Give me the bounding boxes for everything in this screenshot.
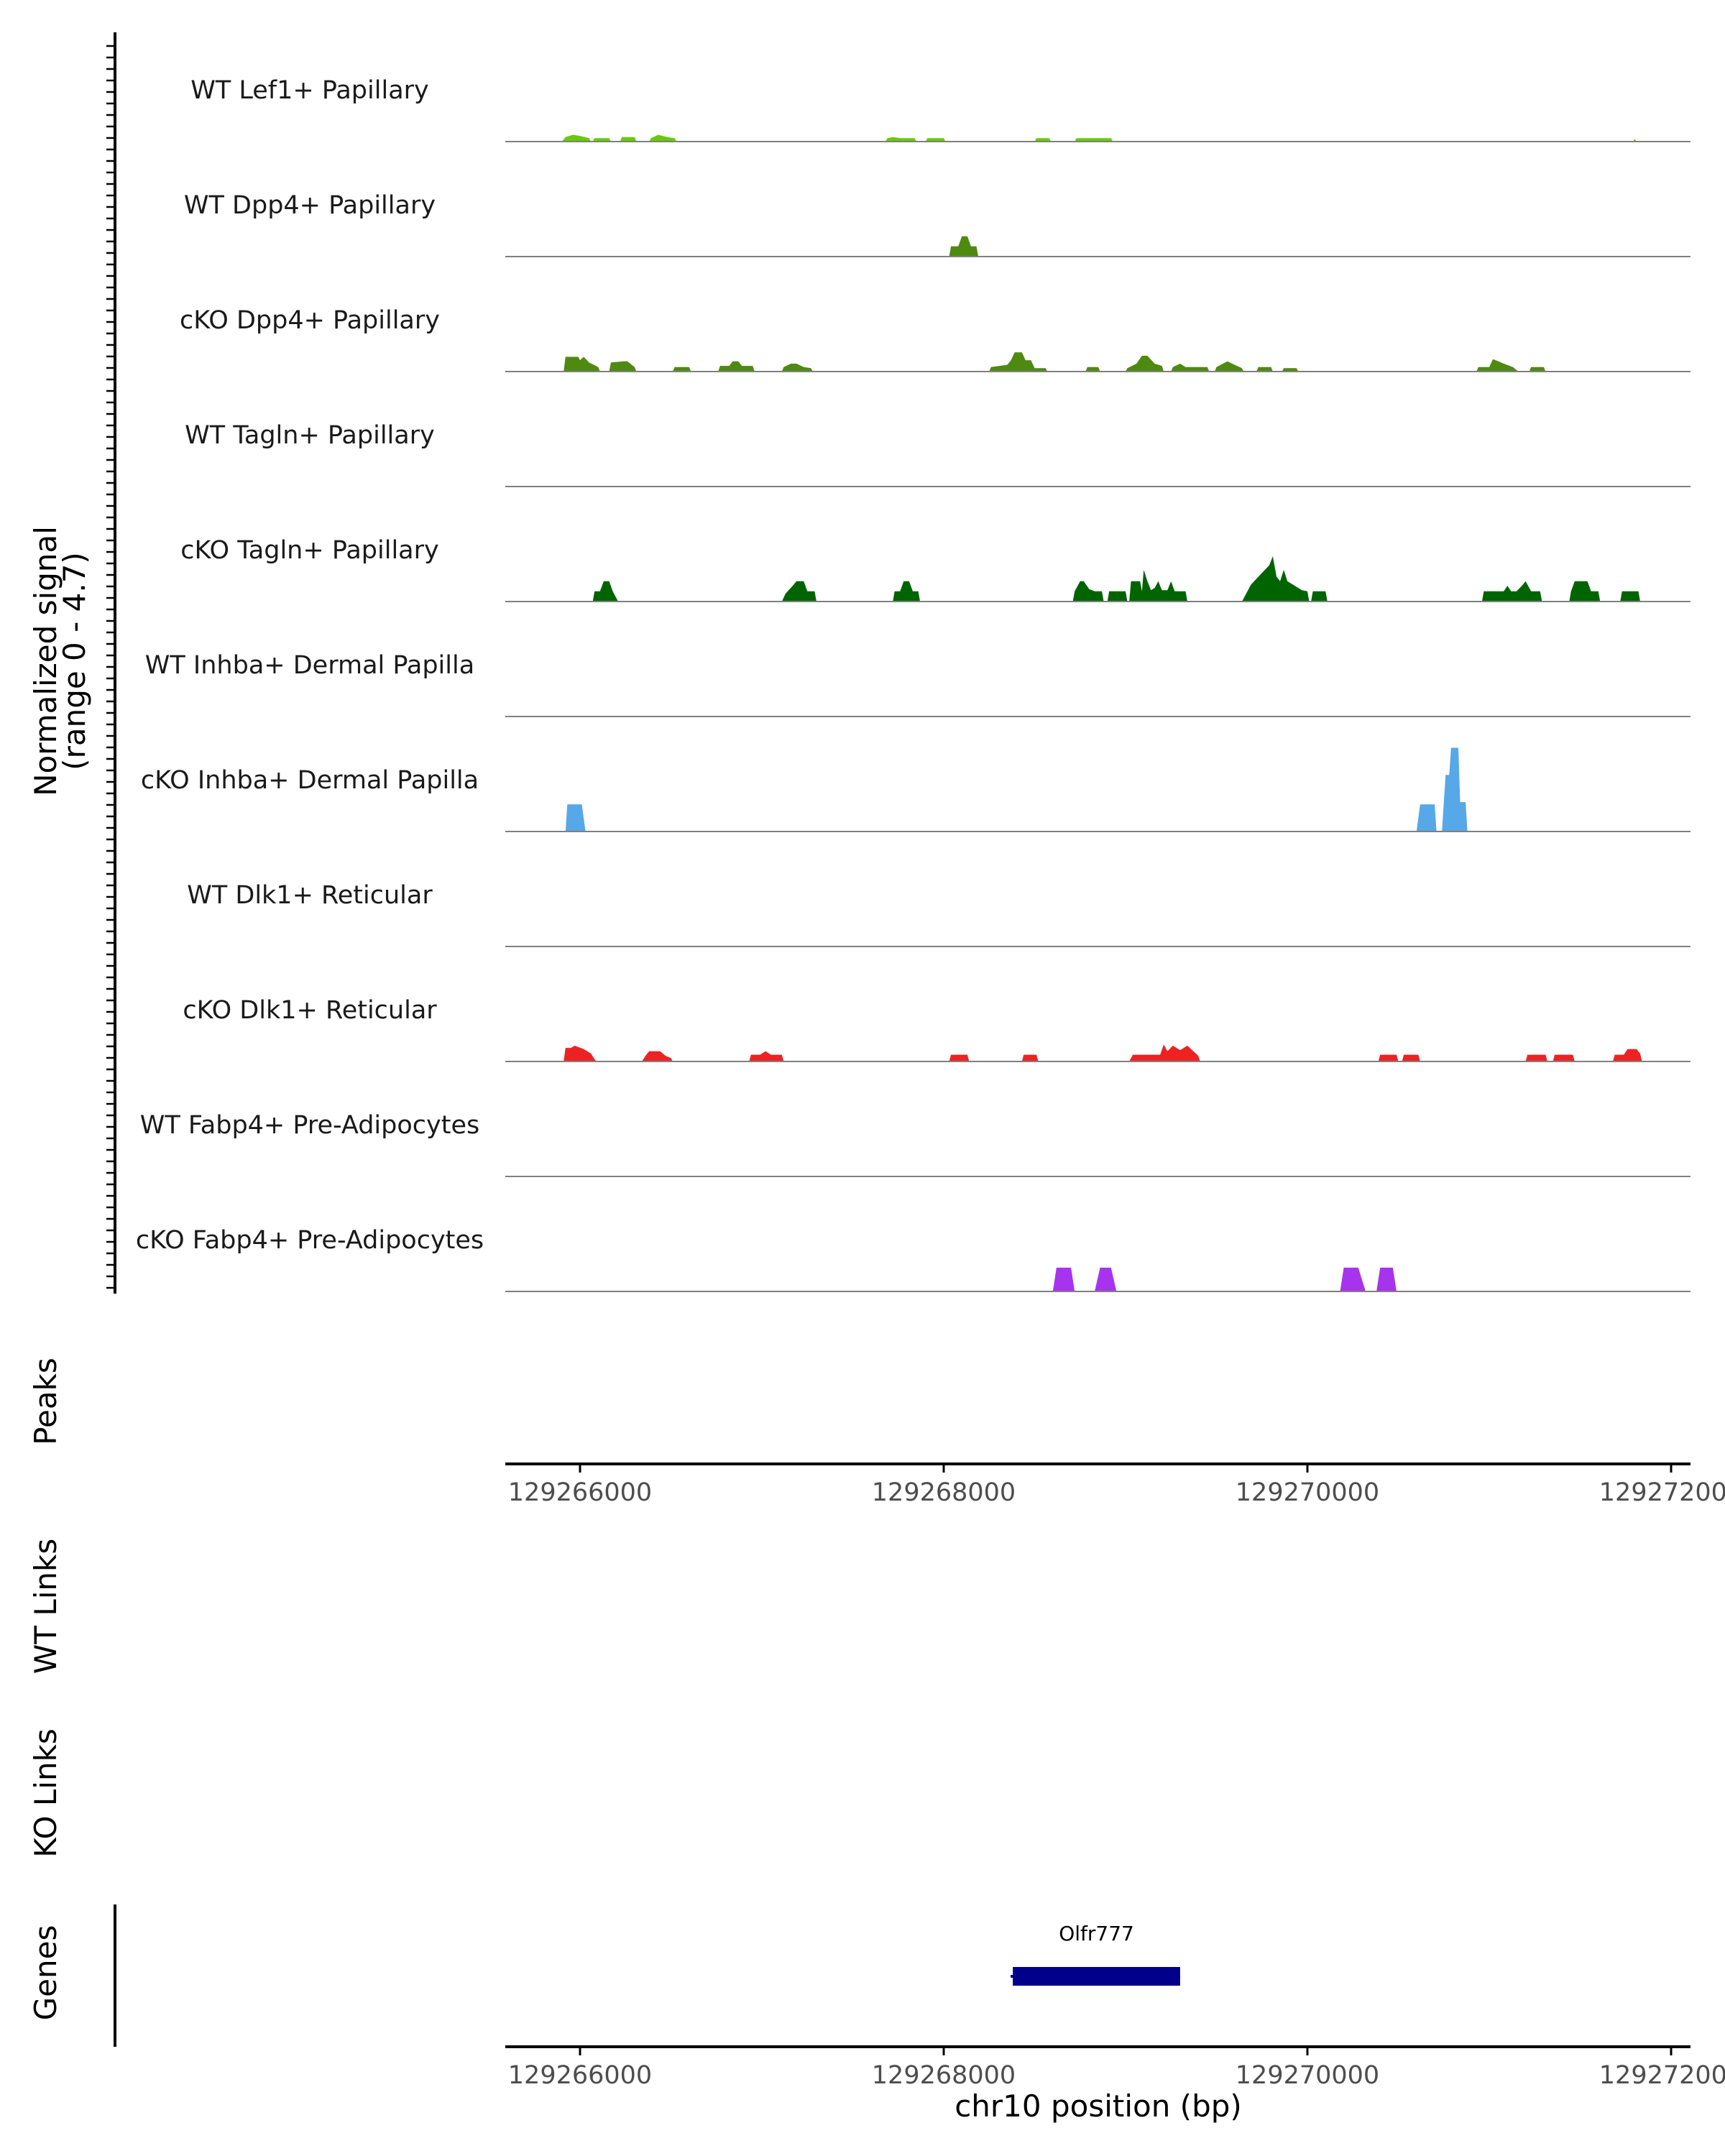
x-axis-tick-label: 129270000 [1236, 2061, 1379, 2090]
track-label: WT Dlk1+ Reticular [187, 881, 433, 910]
coverage-area-cko-fabp4-pre-adipocytes [1052, 1267, 1397, 1291]
track-cko-tagln-papillary: cKO Tagln+ Papillary [180, 536, 1690, 602]
peaks-x-axis: 129266000 129268000 129270000 129272000 [508, 1464, 1725, 1507]
genes-x-axis: 129266000 129268000 129270000 129272000 [508, 2047, 1725, 2090]
peaks-track-title: Peaks [28, 1358, 63, 1445]
track-cko-dlk1-reticular: cKO Dlk1+ Reticular [183, 996, 1690, 1062]
coverage-area-cko-tagln-papillary [592, 556, 1641, 602]
x-axis-tick-label: 129266000 [508, 1478, 652, 1507]
signal-axis-range: (range 0 - 4.7) [57, 552, 92, 770]
track-label: WT Inhba+ Dermal Papilla [145, 651, 474, 680]
track-label: WT Lef1+ Papillary [190, 76, 429, 105]
ko-links-track-title: KO Links [28, 1728, 63, 1858]
track-wt-dlk1-reticular: WT Dlk1+ Reticular [187, 881, 1690, 947]
track-label: WT Dpp4+ Papillary [184, 191, 436, 220]
track-cko-fabp4-pre-adipocytes: cKO Fabp4+ Pre-Adipocytes [136, 1226, 1690, 1292]
coverage-tracks: WT Lef1+ Papillary WT Dpp4+ Papillary cKO … [136, 76, 1690, 1292]
track-wt-tagln-papillary: WT Tagln+ Papillary [185, 421, 1690, 487]
track-cko-dpp4-papillary: cKO Dpp4+ Papillary [180, 306, 1690, 372]
genes-track-title: Genes [28, 1925, 63, 2021]
x-axis-tick-label: 129266000 [508, 2061, 652, 2090]
x-axis-tick-label: 129272000 [1599, 2061, 1725, 2090]
track-label: cKO Dpp4+ Papillary [180, 306, 440, 335]
gene-annotations: Olfr777 [1011, 1922, 1180, 1986]
coverage-area-cko-dlk1-reticular [564, 1044, 1642, 1061]
track-wt-fabp4-pre-adipocytes: WT Fabp4+ Pre-Adipocytes [140, 1111, 1690, 1177]
coverage-area-wt-dpp4-papillary [949, 236, 979, 257]
coverage-area-cko-inhba-dermal-papilla [565, 747, 1468, 831]
track-label: cKO Dlk1+ Reticular [183, 996, 437, 1025]
coverage-area-wt-lef1-papillary [561, 134, 1637, 142]
x-axis-title: chr10 position (bp) [954, 2088, 1242, 2124]
signal-axis-ticks [106, 45, 115, 1289]
track-wt-dpp4-papillary: WT Dpp4+ Papillary [184, 191, 1690, 257]
track-wt-lef1-papillary: WT Lef1+ Papillary [190, 76, 1690, 142]
track-label: cKO Tagln+ Papillary [180, 536, 439, 565]
track-label: WT Tagln+ Papillary [185, 421, 435, 450]
track-label: WT Fabp4+ Pre-Adipocytes [140, 1111, 479, 1140]
wt-links-track-title: WT Links [28, 1539, 63, 1674]
coverage-area-cko-dpp4-papillary [564, 352, 1546, 372]
x-axis-tick-label: 129270000 [1236, 1478, 1379, 1507]
track-cko-inhba-dermal-papilla: cKO Inhba+ Dermal Papilla [141, 747, 1690, 832]
track-label: cKO Fabp4+ Pre-Adipocytes [136, 1226, 484, 1255]
track-wt-inhba-dermal-papilla: WT Inhba+ Dermal Papilla [145, 651, 1690, 717]
x-axis-tick-label: 129268000 [872, 2061, 1016, 2090]
x-axis-tick-label: 129268000 [872, 1478, 1016, 1507]
signal-axis-title: Normalized signal [28, 526, 63, 796]
track-label: cKO Inhba+ Dermal Papilla [141, 766, 479, 795]
gene-label: Olfr777 [1059, 1922, 1134, 1945]
x-axis-tick-label: 129272000 [1599, 1478, 1725, 1507]
